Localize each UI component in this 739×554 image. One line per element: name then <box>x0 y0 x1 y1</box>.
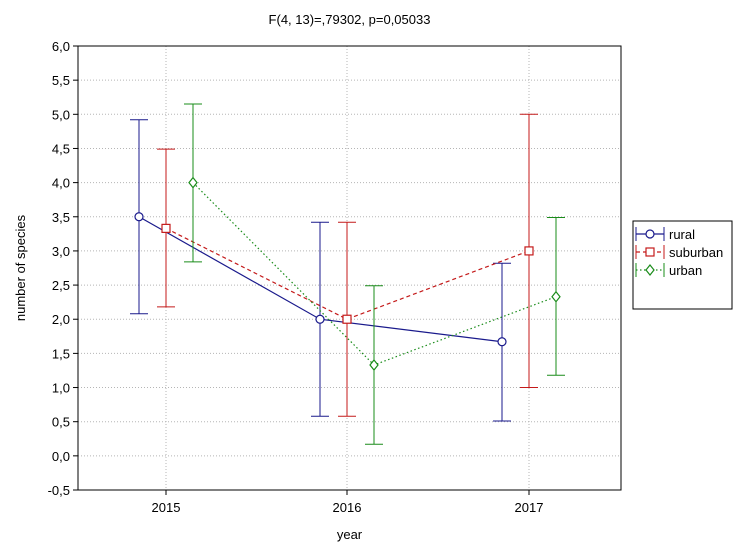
legend-box <box>632 220 733 310</box>
y-tick-label: 0,5 <box>52 415 70 430</box>
y-axis-label: number of species <box>13 214 28 321</box>
legend-marker <box>645 247 655 257</box>
x-tick-label: 2015 <box>152 500 181 515</box>
legend-marker <box>645 229 655 239</box>
series-layer <box>130 103 565 445</box>
legend-label: rural <box>669 227 695 242</box>
legend: rural suburban urban <box>632 220 733 310</box>
legend-label: suburban <box>669 245 723 260</box>
x-tick-label: 2017 <box>515 500 544 515</box>
point-suburban <box>524 246 534 256</box>
point-suburban <box>161 223 171 233</box>
plot-area <box>77 45 622 491</box>
legend-item-urban: urban <box>635 263 702 278</box>
series-suburban <box>157 113 538 417</box>
point-rural <box>315 314 325 324</box>
point-urban <box>188 176 198 189</box>
y-tick-label: 0,0 <box>52 449 70 464</box>
y-tick-label: 1,0 <box>52 381 70 396</box>
legend-marker <box>645 264 655 276</box>
y-tick-label: 2,0 <box>52 312 70 327</box>
series-rural <box>130 119 511 422</box>
y-tick-label: -0,5 <box>48 483 70 498</box>
y-tick-label: 1,5 <box>52 346 70 361</box>
x-axis-ticks: 2015 2016 2017 <box>152 490 544 515</box>
gridlines <box>78 46 621 490</box>
y-tick-label: 3,5 <box>52 210 70 225</box>
point-rural <box>497 337 507 347</box>
y-tick-label: 3,0 <box>52 244 70 259</box>
point-suburban <box>342 314 352 324</box>
legend-item-suburban: suburban <box>635 245 723 260</box>
y-axis-ticks: -0,5 0,0 0,5 1,0 1,5 2,0 2,5 3,0 3,5 4,0 4,5 5,0 5,5… <box>48 39 78 498</box>
x-tick-label: 2016 <box>333 500 362 515</box>
legend-item-rural: rural <box>635 227 695 242</box>
y-tick-label: 6,0 <box>52 39 70 54</box>
y-tick-label: 5,0 <box>52 107 70 122</box>
chart-title: F(4, 13)=,79302, p=0,05033 <box>269 12 431 27</box>
y-tick-label: 2,5 <box>52 278 70 293</box>
series-line-suburban <box>165 227 530 320</box>
x-axis-label: year <box>337 527 363 542</box>
point-rural <box>134 212 144 222</box>
y-tick-label: 4,0 <box>52 176 70 191</box>
point-urban <box>551 290 561 303</box>
y-tick-label: 4,5 <box>52 141 70 156</box>
series-urban <box>184 103 565 445</box>
point-urban <box>369 359 379 371</box>
legend-label: urban <box>669 263 702 278</box>
y-tick-label: 5,5 <box>52 73 70 88</box>
